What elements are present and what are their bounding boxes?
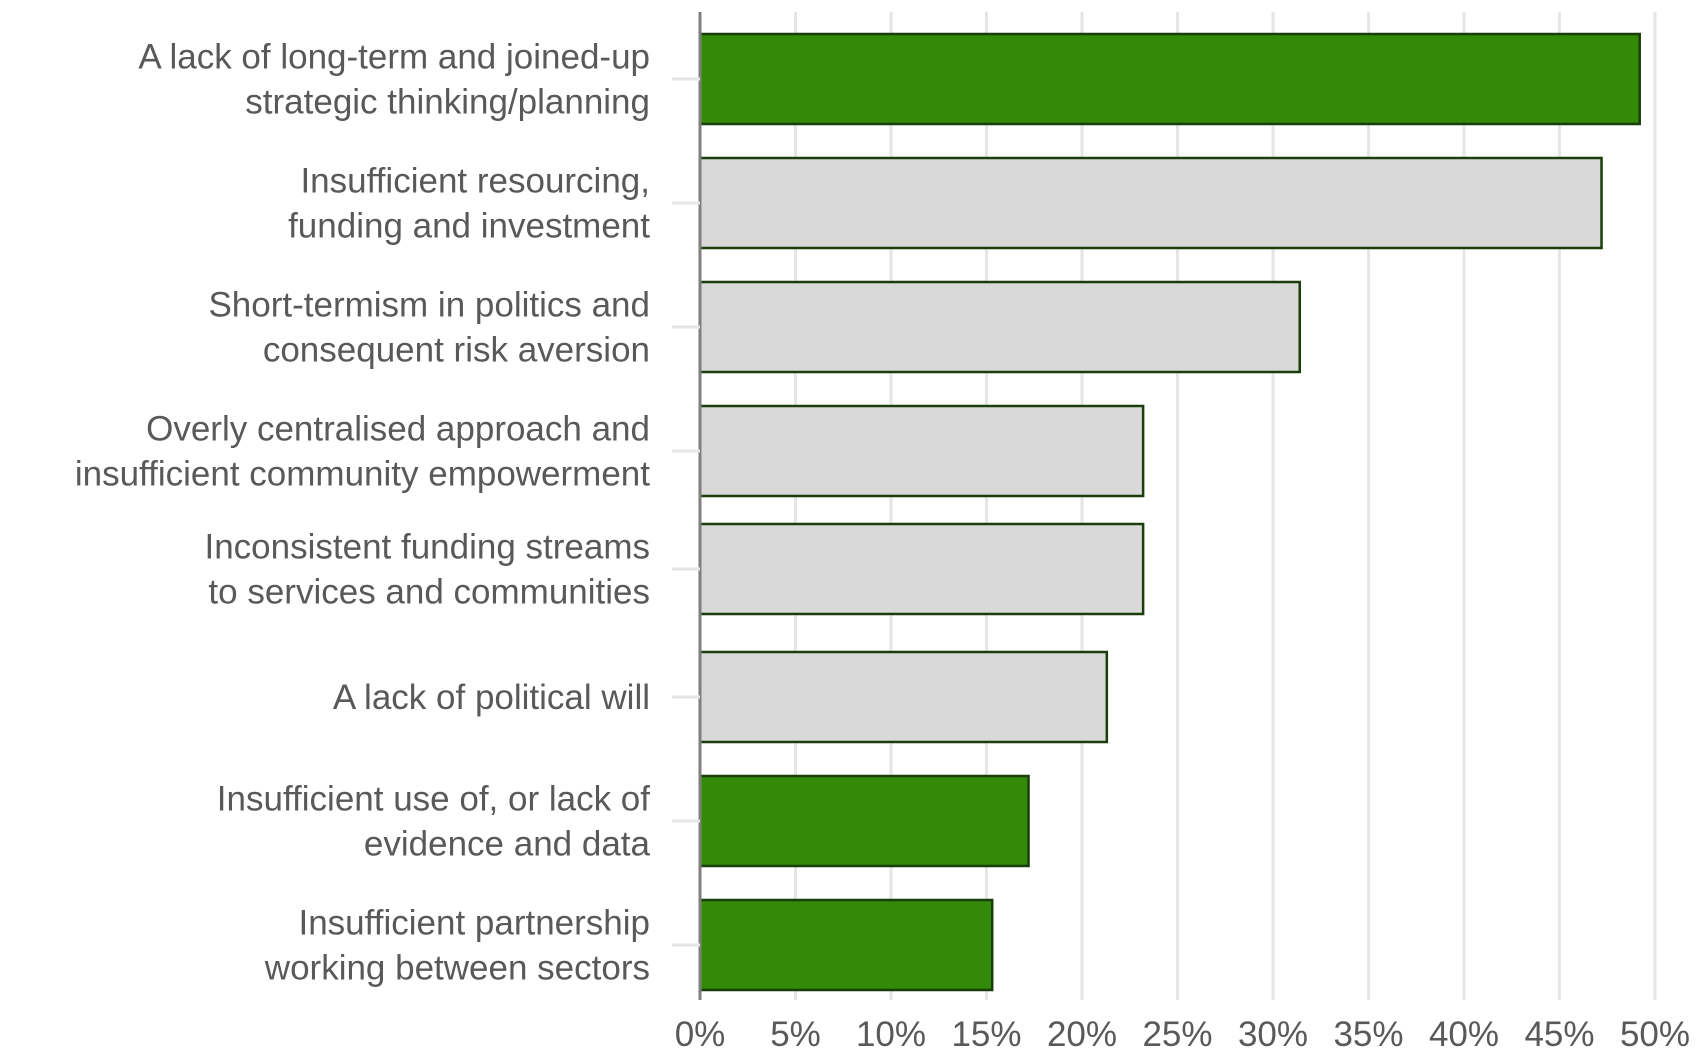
bars — [698, 32, 1641, 992]
bar-5 — [698, 522, 1145, 616]
x-tick-labels: 0% 5% 10% 15% 20% 25% 30% 35% 40% 45% 50% — [675, 1015, 1690, 1054]
x-tick-label-15: 15% — [951, 1015, 1021, 1054]
bar-1 — [698, 32, 1641, 126]
bar-7 — [698, 774, 1030, 868]
x-tick-label-25: 25% — [1142, 1015, 1212, 1054]
x-tick-label-40: 40% — [1429, 1015, 1499, 1054]
x-tick-label-35: 35% — [1333, 1015, 1403, 1054]
category-label-5: Inconsistent funding streams to services … — [204, 528, 650, 612]
category-label-3: Short-termism in politics and consequent … — [208, 286, 650, 370]
x-tick-label-0: 0% — [675, 1015, 726, 1054]
bar-2 — [698, 156, 1603, 250]
x-tick-label-10: 10% — [856, 1015, 926, 1054]
bar-6 — [698, 650, 1109, 744]
bar-3 — [698, 280, 1301, 374]
category-label-8: Insufficient partnership working between … — [264, 904, 650, 988]
bar-4 — [698, 404, 1145, 498]
x-tick-label-50: 50% — [1620, 1015, 1690, 1054]
x-tick-label-45: 45% — [1524, 1015, 1594, 1054]
category-label-4: Overly centralised approach and insuffici… — [75, 410, 650, 494]
category-label-6: A lack of political will — [333, 678, 650, 717]
category-label-7: Insufficient use of, or lack of evidence … — [217, 780, 651, 864]
x-tick-label-20: 20% — [1047, 1015, 1117, 1054]
bar-8 — [698, 898, 994, 992]
category-label-2: Insufficient resourcing, funding and inve… — [288, 162, 650, 246]
x-tick-label-5: 5% — [770, 1015, 821, 1054]
category-labels: A lack of long-term and joined-up strateg… — [75, 38, 651, 988]
x-tick-label-30: 30% — [1238, 1015, 1308, 1054]
category-label-1: A lack of long-term and joined-up strateg… — [138, 38, 650, 122]
y-axis — [672, 12, 702, 1000]
